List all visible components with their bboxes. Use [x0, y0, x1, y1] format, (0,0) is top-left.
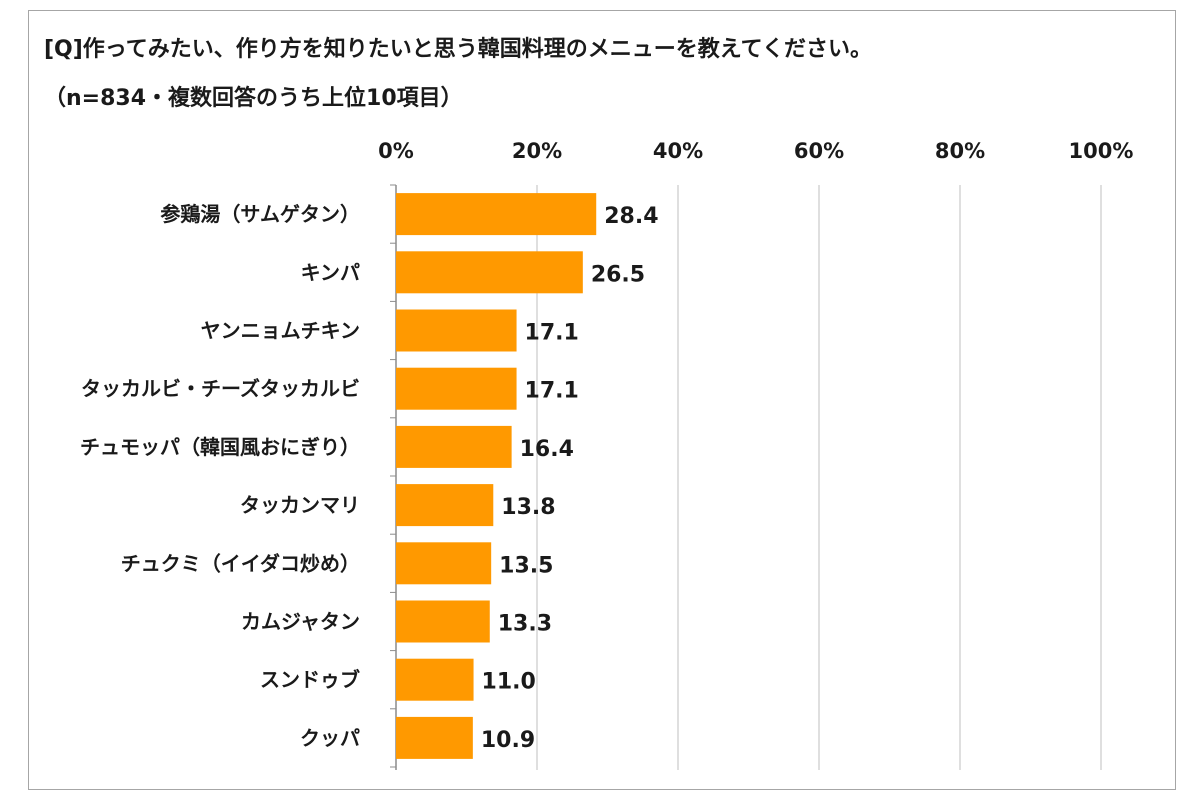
- category-label: タッカルビ・チーズタッカルビ: [81, 377, 360, 401]
- data-label: 13.5: [499, 553, 553, 578]
- category-label: チュクミ（イイダコ炒め）: [121, 551, 360, 575]
- bar: [396, 367, 517, 410]
- x-tick-label: 20%: [512, 139, 562, 163]
- category-label: 参鶏湯（サムゲタン）: [160, 202, 360, 226]
- x-tick-label: 0%: [378, 139, 414, 163]
- data-label: 11.0: [482, 670, 536, 695]
- bar: [396, 193, 597, 236]
- category-label: ヤンニョムチキン: [201, 319, 360, 343]
- data-label: 10.9: [481, 728, 535, 753]
- x-tick-label: 80%: [935, 139, 985, 163]
- data-label: 17.1: [525, 379, 579, 404]
- bar: [396, 309, 517, 352]
- category-label: タッカンマリ: [240, 493, 360, 517]
- data-label: 13.8: [501, 495, 555, 520]
- bar: [396, 716, 473, 759]
- data-label: 17.1: [525, 321, 579, 346]
- bar: [396, 484, 494, 527]
- x-tick-label: 40%: [653, 139, 703, 163]
- category-label: クッパ: [300, 726, 360, 750]
- category-label: チュモッパ（韓国風おにぎり）: [80, 435, 360, 459]
- data-label: 28.4: [604, 204, 658, 229]
- chart-title: [Q]作ってみたい、作り方を知りたいと思う韓国料理のメニューを教えてください。: [44, 37, 872, 62]
- chart-subtitle: （n=834・複数回答のうち上位10項目）: [44, 86, 463, 111]
- data-label: 26.5: [591, 262, 645, 287]
- x-tick-label: 60%: [794, 139, 844, 163]
- data-label: 16.4: [520, 437, 574, 462]
- category-label: キンパ: [301, 260, 360, 284]
- bar: [396, 658, 474, 701]
- chart-frame: [28, 10, 1176, 790]
- data-label: 13.3: [498, 612, 552, 637]
- bar: [396, 251, 583, 294]
- bar: [396, 600, 490, 643]
- x-tick-label: 100%: [1069, 139, 1134, 163]
- bar: [396, 425, 512, 468]
- category-label: カムジャタン: [241, 610, 360, 634]
- category-label: スンドゥブ: [260, 668, 360, 692]
- bar: [396, 542, 492, 585]
